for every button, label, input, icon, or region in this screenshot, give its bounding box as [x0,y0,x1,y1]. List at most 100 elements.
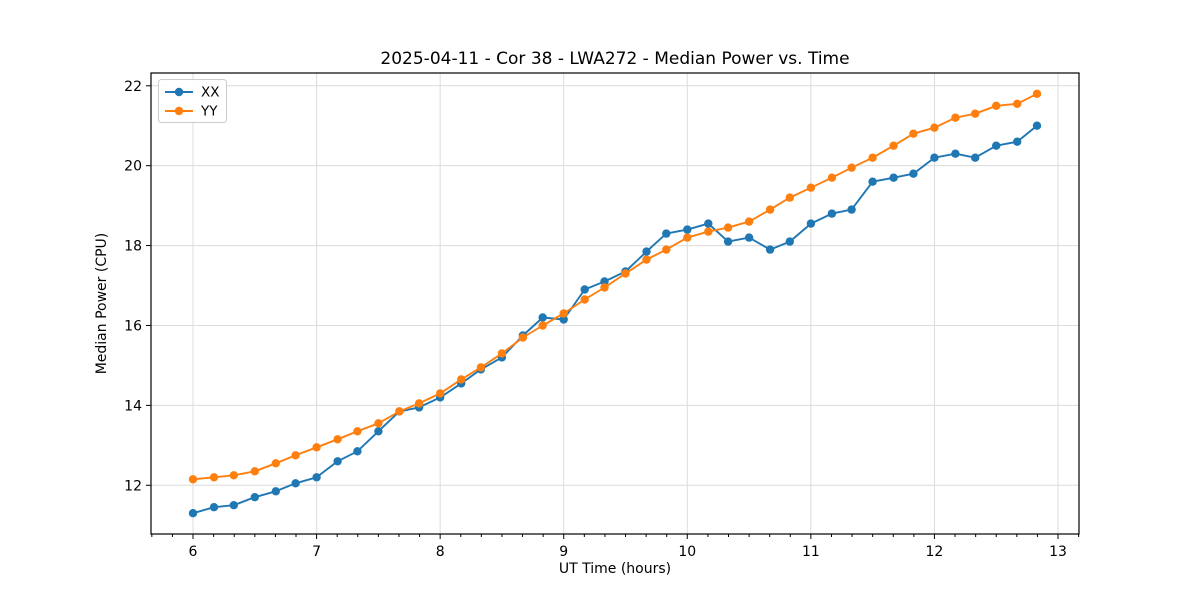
x-minor-ticks [151,534,1080,537]
major-ticks [146,85,1059,539]
data-point [374,427,383,436]
y-tick-label: 12 [124,478,142,494]
data-point [951,149,960,158]
data-point [785,237,794,246]
data-point [992,141,1001,150]
data-point [971,109,980,118]
data-point [600,283,609,292]
x-tick-label: 6 [189,544,198,560]
data-point [353,427,362,436]
data-point [1032,89,1042,99]
data-point [930,153,939,162]
axes-background [151,73,1079,534]
data-point [847,163,856,172]
x-tick-label: 7 [312,544,321,560]
data-point [744,233,754,242]
legend-marker [174,106,184,116]
data-point [600,277,609,286]
data-point [374,419,383,428]
data-point [704,219,713,228]
data-point [395,407,404,416]
data-point [951,113,960,122]
data-point [497,349,507,358]
grid-lines [151,73,1079,534]
data-point [559,315,568,324]
data-point [662,245,671,254]
data-point [827,173,837,182]
data-point [333,457,342,466]
data-point [271,459,280,468]
data-point [930,123,939,132]
data-point [868,177,877,186]
data-point [229,501,238,510]
data-point [312,443,321,452]
data-point [1013,99,1022,109]
data-point [333,435,342,444]
data-point [785,193,794,202]
data-point [683,233,692,242]
data-point [971,153,980,162]
x-tick-label: 12 [926,544,944,560]
data-point [765,205,775,214]
data-point [642,255,651,264]
data-point [662,229,671,238]
data-point [704,227,713,236]
data-point [621,269,630,278]
data-point [353,447,362,456]
y-tick-label: 20 [124,159,142,175]
data-point [909,129,918,138]
data-point [889,141,898,150]
data-point [414,399,424,408]
series-yy [188,89,1042,484]
legend-marker [174,87,184,97]
data-point [229,471,238,480]
axes-spines [150,72,1080,535]
data-point [188,509,198,518]
data-point [291,479,300,488]
data-point [683,225,692,234]
data-point [291,451,300,460]
data-point [765,245,775,254]
data-point [312,473,321,482]
y-tick-label: 18 [124,239,142,255]
data-point [250,467,259,476]
data-point [992,101,1001,111]
x-tick-label: 10 [678,544,696,560]
data-point [436,389,445,398]
data-point [723,237,733,246]
y-tick-label: 16 [124,318,142,334]
tick-labels: 6 7 8 9 10 11 12 13 12 14 16 18 20 22 [124,79,1067,560]
data-point [209,503,219,512]
data-point [806,219,816,228]
data-point [518,333,528,342]
x-tick-label: 8 [436,544,445,560]
data-point [457,375,466,384]
data-point [723,223,733,232]
x-axis-label: UT Time (hours) [559,561,671,577]
data-point [744,217,754,226]
y-axis-label: Median Power (CPU) [94,233,110,375]
data-point [580,285,589,294]
chart-title: 2025-04-11 - Cor 38 - LWA272 - Median Po… [380,49,849,69]
data-point [1032,121,1042,130]
legend-label: XX [201,85,220,101]
y-tick-label: 22 [124,79,142,95]
data-point [476,363,486,372]
data-point [188,475,198,484]
data-point [806,183,816,192]
series-xx [188,121,1042,518]
data-point [538,321,547,330]
data-point [868,153,877,162]
x-tick-label: 11 [802,544,820,560]
data-point [909,169,918,178]
y-tick-label: 14 [124,398,142,414]
data-point [538,313,547,322]
data-point [642,247,651,256]
data-point [827,209,837,218]
data-point [580,295,589,304]
data-point [271,487,280,496]
x-tick-label: 13 [1049,544,1067,560]
data-point [1013,137,1022,146]
